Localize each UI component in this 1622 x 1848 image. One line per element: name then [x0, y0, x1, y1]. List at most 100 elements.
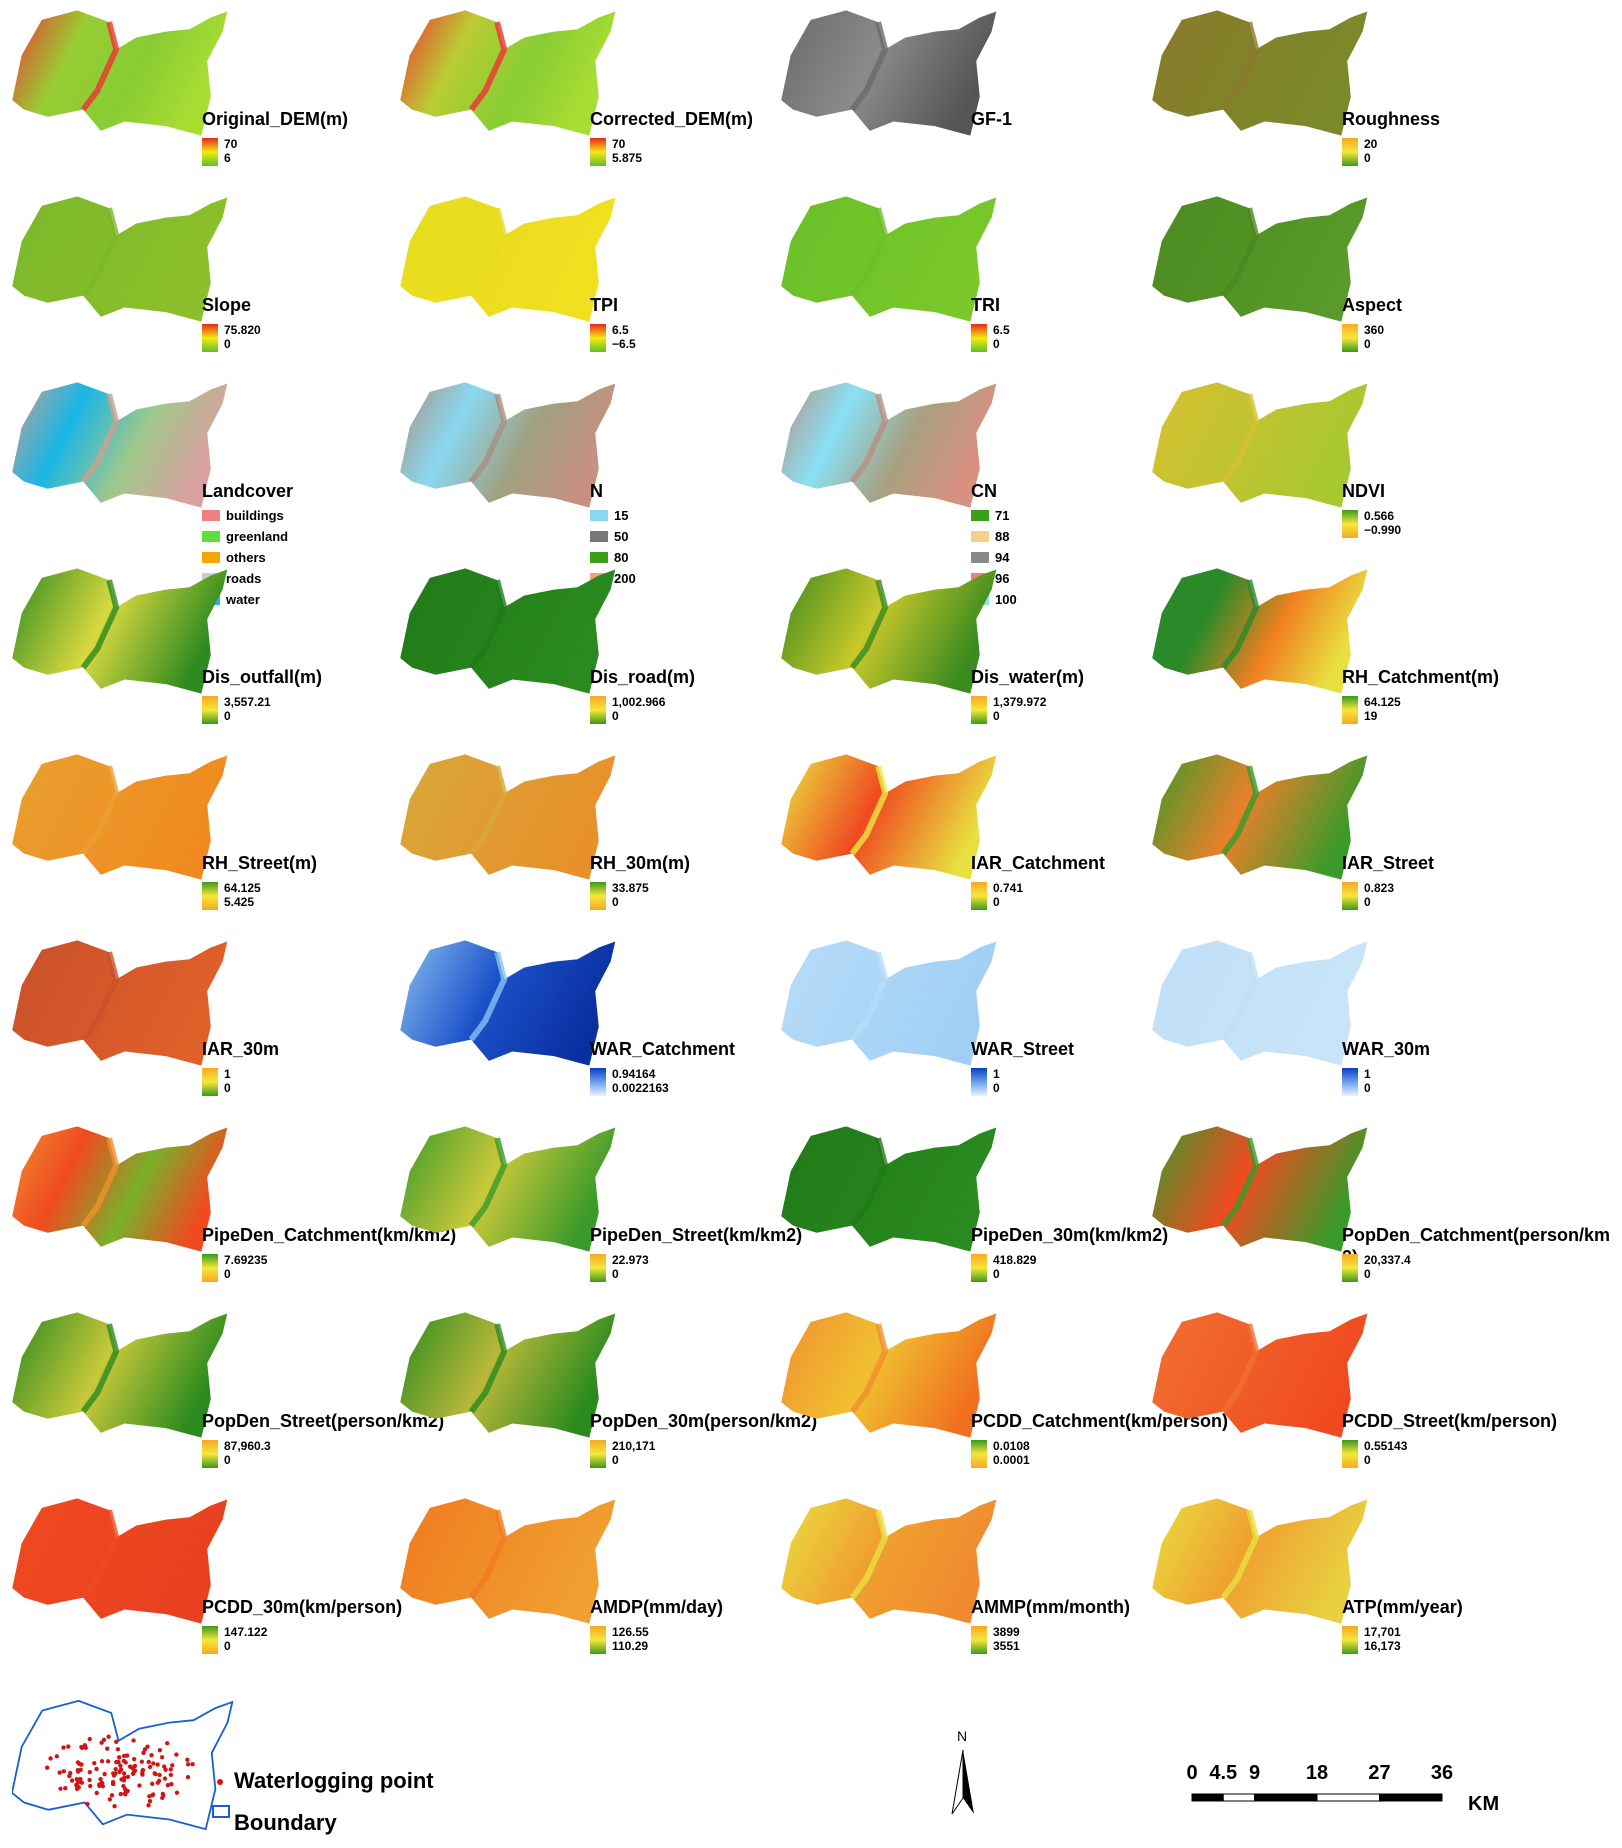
map	[1152, 1312, 1368, 1438]
color-ramp	[590, 1068, 606, 1096]
river	[849, 21, 889, 112]
color-ramp	[202, 696, 218, 724]
map-area	[1152, 568, 1368, 694]
point	[115, 1747, 121, 1752]
map-area	[400, 1312, 616, 1438]
legend-low: 0	[1364, 895, 1371, 909]
point	[92, 1760, 97, 1766]
scale-label: 36	[1430, 1762, 1454, 1784]
river	[80, 21, 120, 112]
river	[1220, 21, 1260, 112]
legend-high: 126.55	[612, 1625, 649, 1639]
point	[112, 1804, 117, 1809]
panel-title: PopDen_30m(person/km2)	[590, 1411, 818, 1431]
river	[468, 1137, 508, 1228]
scale-segment	[1254, 1793, 1318, 1802]
point	[118, 1763, 123, 1768]
point	[113, 1771, 118, 1776]
legend-low: 3551	[993, 1639, 1020, 1653]
scale-label: 4.5	[1209, 1762, 1238, 1784]
map	[400, 568, 616, 694]
point	[156, 1778, 162, 1784]
map	[12, 754, 228, 880]
point	[155, 1762, 160, 1767]
point	[161, 1793, 166, 1798]
point	[168, 1772, 174, 1778]
point	[76, 1785, 81, 1790]
scale-segment	[1191, 1793, 1224, 1802]
map-area	[1152, 1312, 1368, 1438]
legend-high: 147.122	[224, 1625, 268, 1639]
map-area	[12, 754, 228, 880]
point	[77, 1761, 82, 1766]
legend-low: 0	[1364, 151, 1371, 165]
point	[131, 1756, 137, 1762]
map	[781, 754, 997, 880]
point	[44, 1765, 50, 1770]
point	[150, 1781, 155, 1787]
map	[781, 1312, 997, 1438]
legend-low: 0	[612, 1453, 619, 1467]
legend-high: 360	[1364, 323, 1385, 337]
color-ramp	[971, 1068, 987, 1096]
color-ramp	[971, 324, 987, 352]
point	[153, 1771, 158, 1777]
map-area	[400, 10, 616, 136]
point	[137, 1783, 142, 1788]
point	[165, 1783, 171, 1788]
map-area	[781, 1126, 997, 1252]
class-label: 100	[995, 592, 1017, 607]
north-label: N	[957, 1728, 968, 1744]
river	[80, 1137, 120, 1228]
map	[400, 382, 616, 508]
map	[1152, 1498, 1368, 1624]
river	[468, 765, 508, 856]
color-ramp	[590, 138, 606, 166]
point	[100, 1784, 106, 1789]
map-area	[1152, 1498, 1368, 1624]
river	[849, 765, 889, 856]
legend-low: 110.29	[612, 1639, 649, 1653]
point	[87, 1770, 92, 1775]
point	[174, 1752, 179, 1757]
point	[185, 1762, 191, 1767]
river	[1220, 393, 1260, 484]
panel-title: RH_Street(m)	[202, 853, 318, 873]
legend-low: 0	[993, 895, 1000, 909]
legend-low: 0.0022163	[612, 1081, 669, 1095]
color-ramp	[1342, 138, 1358, 166]
legend-high: 3899	[993, 1625, 1020, 1639]
point	[168, 1767, 173, 1772]
scale-segment	[1222, 1793, 1255, 1802]
map-area	[12, 568, 228, 694]
arrow-half	[963, 1750, 974, 1814]
point	[185, 1757, 190, 1762]
legend-low: 0	[612, 895, 619, 909]
class-label: 96	[995, 571, 1010, 586]
map-area	[12, 1312, 228, 1438]
map-area	[12, 1126, 228, 1252]
panel-title: WAR_Street	[971, 1039, 1075, 1059]
point	[157, 1772, 162, 1778]
panel-title: PipeDen_Catchment(km/km2)	[202, 1225, 457, 1245]
point	[147, 1799, 153, 1804]
map	[400, 1126, 616, 1252]
class-label: 94	[995, 550, 1010, 565]
map	[12, 1126, 228, 1252]
legend-low: 0	[993, 337, 1000, 351]
river	[849, 579, 889, 670]
legend-low: 0	[993, 1267, 1000, 1281]
class-label: 200	[614, 571, 636, 586]
legend-low: 0	[1364, 1081, 1371, 1095]
panel-title: WAR_Catchment	[590, 1039, 736, 1059]
legend-low: 5.875	[612, 151, 643, 165]
legend-high: 1	[993, 1067, 1000, 1081]
panel-title: AMDP(mm/day)	[590, 1597, 724, 1617]
point	[106, 1734, 111, 1739]
legend-high: 87,960.3	[224, 1439, 271, 1453]
class-swatch	[971, 531, 989, 542]
map	[781, 1126, 997, 1252]
point	[61, 1745, 66, 1750]
class-label: 15	[614, 508, 629, 523]
point	[164, 1741, 170, 1746]
